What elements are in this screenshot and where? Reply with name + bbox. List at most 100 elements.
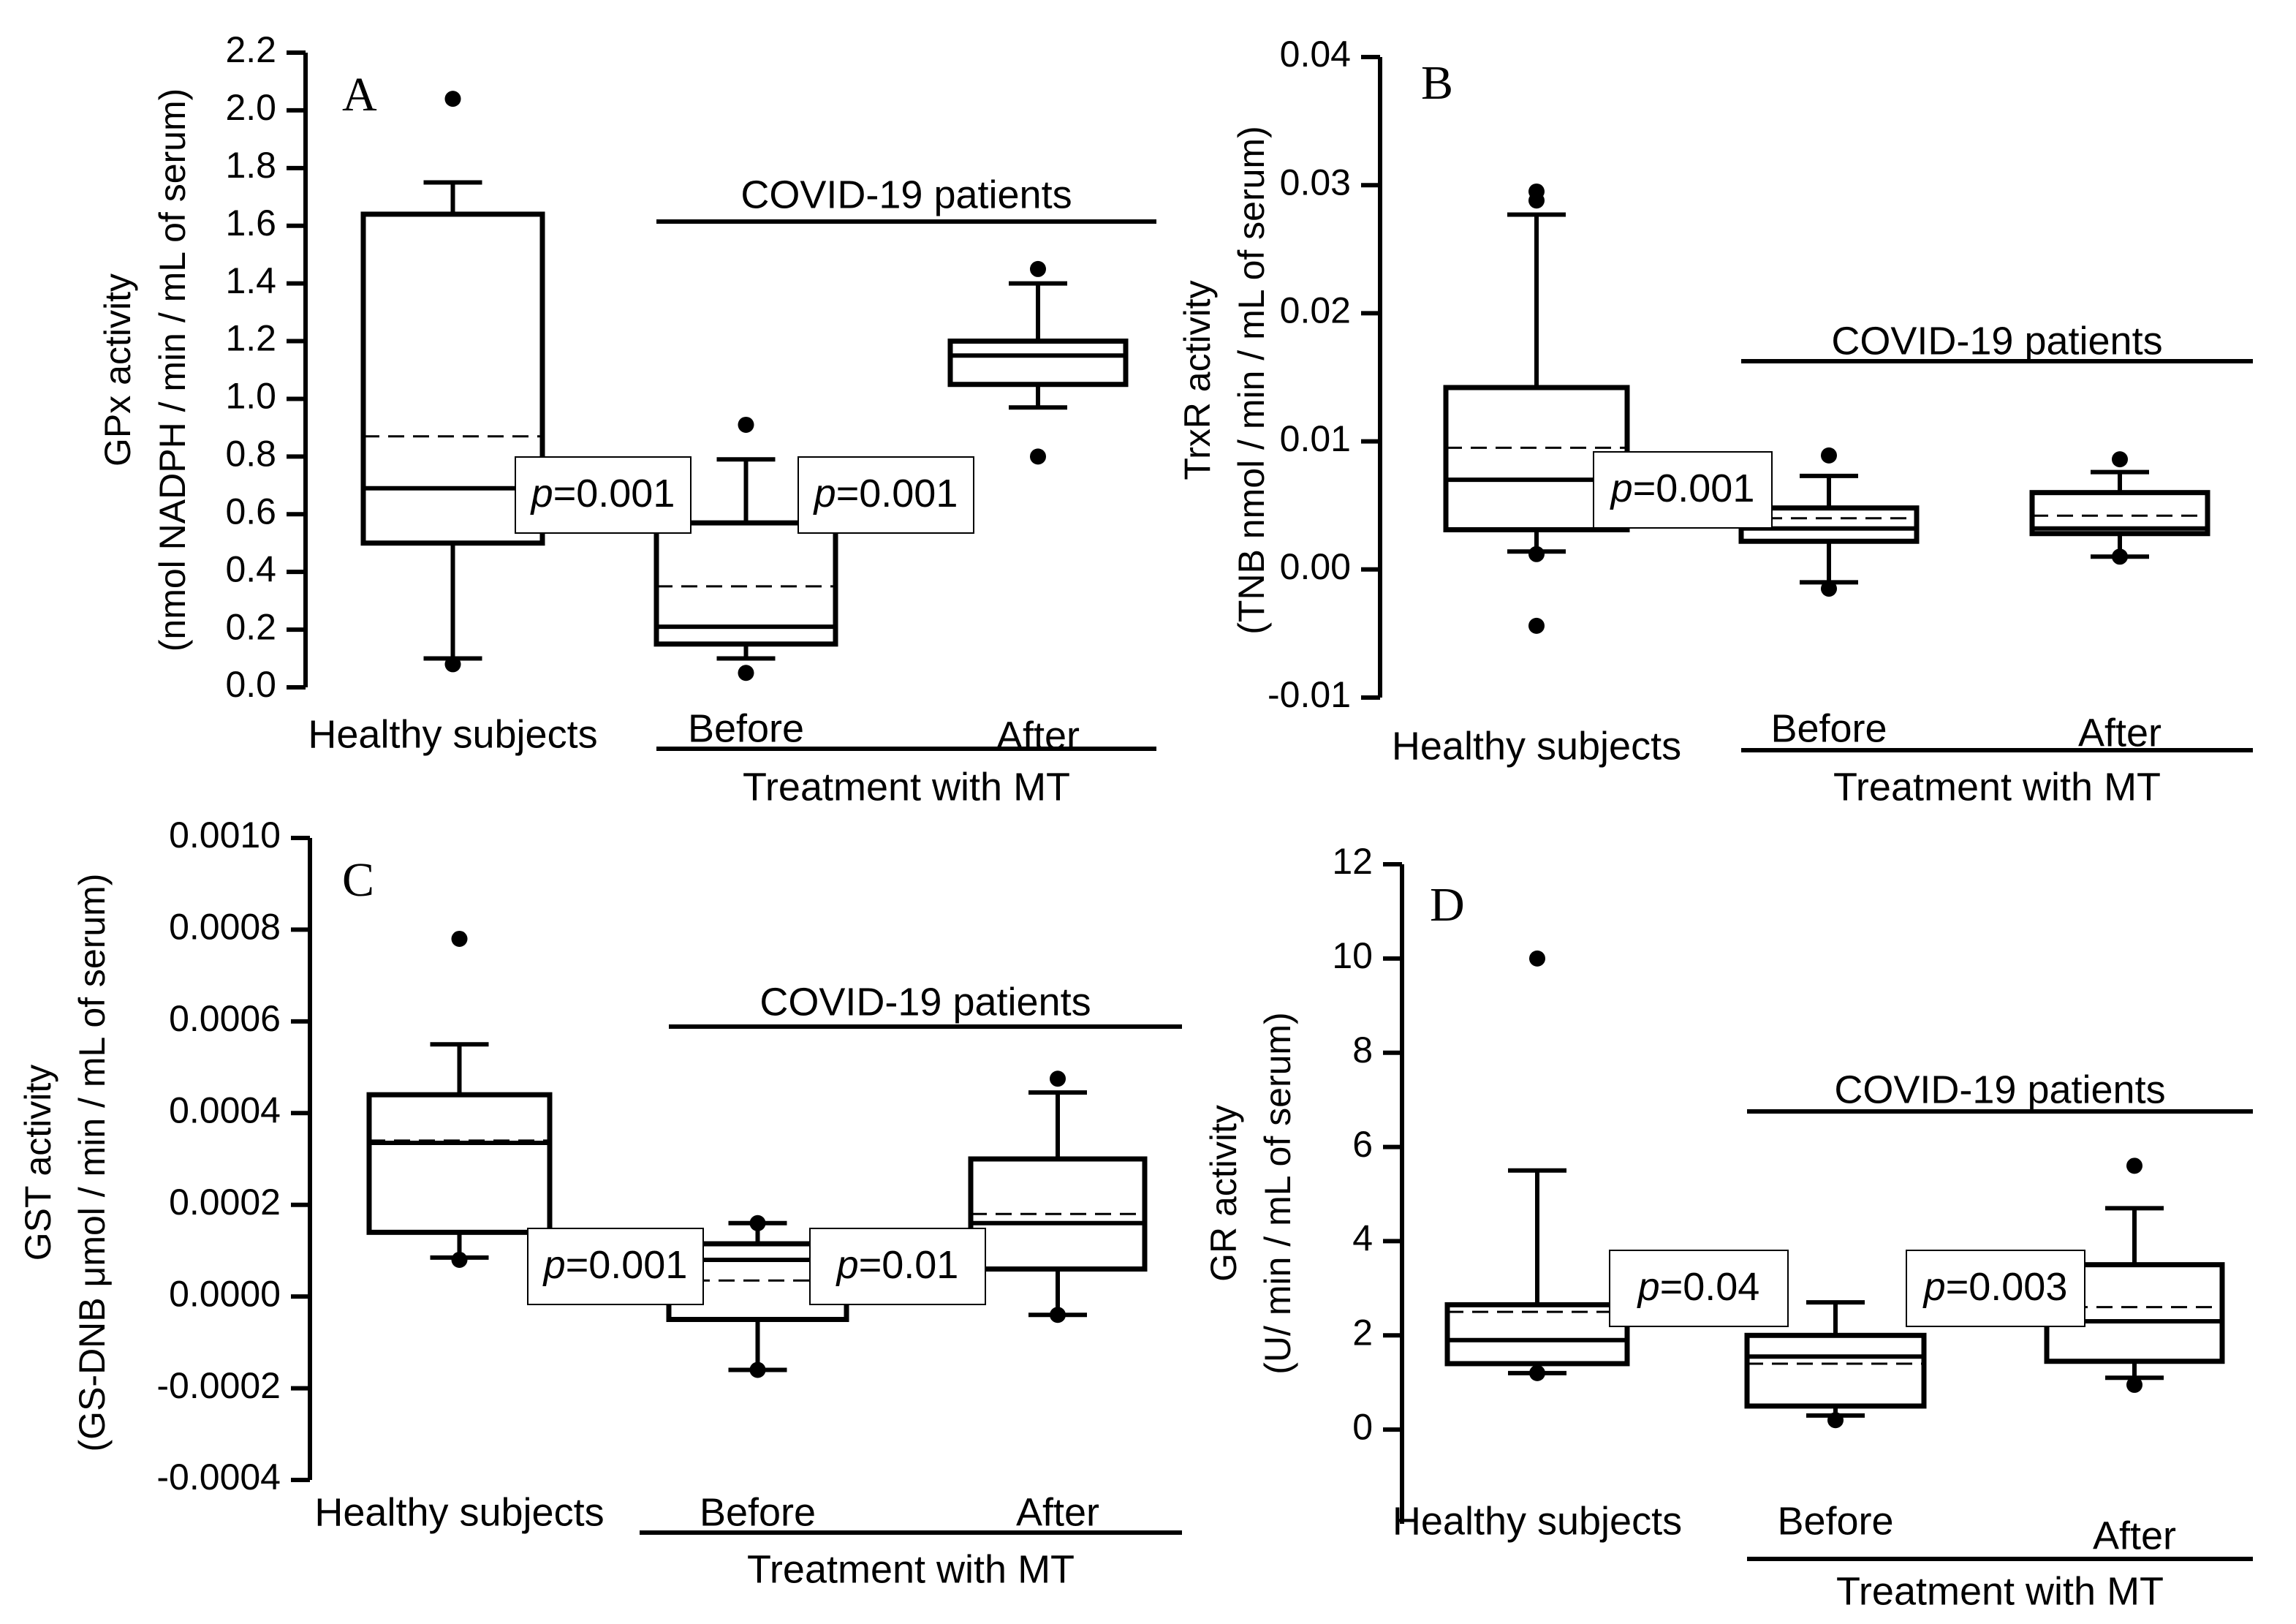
y-axis-subtitle: (U/ min / mL of serum) (1257, 1012, 1298, 1374)
covid-group-label: COVID-19 patients (759, 980, 1091, 1024)
category-before: Before (1777, 1499, 1893, 1543)
box-body (653, 520, 838, 647)
p-value-number: =0.001 (553, 472, 675, 515)
y-tick-label: -0.0004 (156, 1457, 281, 1498)
box-body (947, 339, 1129, 388)
p-value-box: p=0.003 (1906, 1250, 2085, 1327)
outlier-point (1827, 1412, 1844, 1429)
p-value-frame (797, 456, 974, 534)
covid-group-label: COVID-19 patients (740, 173, 1072, 216)
panel-b: -0.01 0.00 0.01 0.02 0.03 0.04 TrxR activity (T… (1177, 34, 2253, 809)
p-value-number: =0.003 (1946, 1265, 2068, 1309)
panel-a: 0.0 0.2 0.4 0.6 0.8 1.0 1.2 1.4 1.6 1.8 2.0 2.2 GPx … (97, 29, 1156, 809)
y-axis-title: GR activity (1203, 1105, 1244, 1282)
category-after: After (1016, 1490, 1099, 1534)
treatment-group-label: Treatment with MT (1836, 1569, 2164, 1613)
box-before (653, 416, 838, 681)
panel-label: C (342, 853, 374, 907)
y-axis-title: GST activity (18, 1065, 58, 1261)
p-value-label: p=0.01 (836, 1243, 959, 1287)
outlier-point (1030, 260, 1046, 277)
y-tick-label: 0.0000 (169, 1273, 281, 1314)
y-tick-label: 0.01 (1280, 418, 1351, 459)
y-tick-label: 8 (1352, 1030, 1373, 1070)
category-healthy-subjects: Healthy subjects (308, 712, 597, 756)
outlier-point (1050, 1307, 1066, 1323)
category-before: Before (700, 1490, 816, 1534)
outlier-point (1050, 1070, 1066, 1087)
y-tick-label: 0.8 (225, 434, 276, 475)
panel-d: 0 2 4 6 8 10 12 GR activity (U/ min / mL of seru… (1203, 841, 2253, 1613)
p-value-box: p=0.001 (527, 1228, 704, 1305)
box-healthy-subjects (1444, 950, 1630, 1381)
p-value-number: =0.001 (836, 472, 958, 515)
p-value-box: p=0.001 (1593, 451, 1773, 529)
p-value-number: =0.04 (1660, 1265, 1760, 1309)
outlier-point (738, 665, 754, 681)
category-after: After (2093, 1514, 2176, 1557)
p-value-label: p=0.001 (530, 472, 675, 515)
box-healthy-subjects (1443, 183, 1630, 634)
outlier-point (1030, 448, 1046, 465)
y-tick-label: 0.0010 (169, 815, 281, 856)
p-value-number: =0.001 (566, 1243, 688, 1287)
y-tick-label: 6 (1352, 1124, 1373, 1165)
box-body (366, 1092, 553, 1235)
category-before: Before (1770, 706, 1887, 750)
outlier-point (451, 930, 468, 947)
y-tick-label: 0.03 (1280, 162, 1351, 203)
y-tick-label: 0.4 (225, 548, 276, 589)
y-tick-label: 1.6 (225, 203, 276, 243)
outlier-point (1528, 545, 1545, 562)
p-value-label: p=0.001 (813, 472, 958, 515)
p-value-box: p=0.001 (797, 456, 974, 534)
outlier-point (451, 1251, 468, 1268)
panel-c: -0.0004 -0.0002 0.0000 0.0002 0.0004 0.0006 0.… (18, 815, 1182, 1591)
p-value-frame (515, 456, 692, 534)
y-tick-label: 1.0 (225, 376, 276, 417)
y-tick-label: 0.0004 (169, 1089, 281, 1130)
outlier-point (1529, 1364, 1545, 1381)
y-tick-label: 0.6 (225, 491, 276, 532)
p-value-symbol: p (1922, 1265, 1946, 1309)
y-tick-label: 0 (1352, 1406, 1373, 1447)
y-tick-label: 2.2 (225, 29, 276, 70)
p-value-label: p=0.001 (542, 1243, 688, 1287)
y-axis-title: GPx activity (97, 273, 138, 467)
p-value-box: p=0.001 (515, 456, 692, 534)
p-value-box: p=0.01 (809, 1228, 986, 1305)
box-healthy-subjects (360, 91, 545, 673)
box-body (1744, 1332, 1927, 1409)
category-healthy-subjects: Healthy subjects (1392, 724, 1681, 768)
outlier-point (738, 416, 754, 433)
y-tick-label: 2.0 (225, 87, 276, 128)
y-tick-label: 12 (1332, 841, 1373, 882)
y-tick-label: 0.0006 (169, 998, 281, 1039)
box-before (1744, 1300, 1927, 1429)
outlier-point (1529, 950, 1545, 967)
box-body (1444, 1302, 1630, 1367)
box-after (2029, 451, 2210, 565)
p-value-symbol: p (1637, 1265, 1660, 1309)
outlier-point (2112, 451, 2128, 468)
y-axis-title: TrxR activity (1177, 280, 1218, 480)
category-before: Before (688, 706, 804, 750)
outlier-point (749, 1361, 766, 1378)
y-tick-label: 0.0002 (169, 1182, 281, 1223)
outlier-point (1821, 447, 1837, 464)
p-value-symbol: p (530, 472, 553, 515)
p-value-symbol: p (542, 1243, 566, 1287)
covid-group-label: COVID-19 patients (1834, 1068, 2165, 1111)
box-after (947, 260, 1129, 465)
p-value-frame (1593, 451, 1773, 529)
box-healthy-subjects (366, 930, 553, 1268)
p-value-frame (1906, 1250, 2085, 1327)
p-value-symbol: p (1610, 467, 1633, 510)
outlier-point (444, 656, 461, 673)
outlier-point (2126, 1376, 2142, 1393)
y-axis-subtitle: (GS-DNB μmol / min / mL of serum) (72, 874, 113, 1452)
p-value-label: p=0.04 (1637, 1265, 1760, 1309)
y-tick-label: 1.8 (225, 145, 276, 186)
p-value-frame (527, 1228, 704, 1305)
